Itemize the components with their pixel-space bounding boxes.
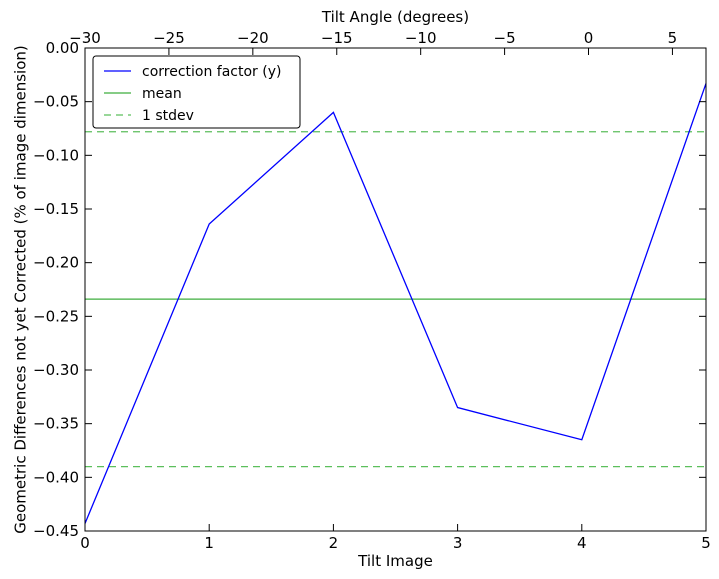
y-tick-label: −0.15 (33, 200, 79, 218)
x-tick-label: 1 (204, 534, 214, 552)
top-tick-label: −5 (494, 29, 516, 47)
x-tick-label: 3 (453, 534, 463, 552)
top-tick-label: −15 (321, 29, 353, 47)
y-tick-label: −0.20 (33, 254, 79, 272)
legend-label-mean: mean (142, 86, 182, 102)
x-tick-label: 0 (80, 534, 90, 552)
y-tick-label: −0.45 (33, 522, 79, 540)
y-tick-label: −0.35 (33, 415, 79, 433)
top-tick-label: −25 (153, 29, 185, 47)
y-tick-label: −0.10 (33, 146, 79, 164)
y-tick-label: −0.25 (33, 307, 79, 325)
legend-label-correction-factor: correction factor (y) (142, 64, 281, 80)
top-axis-label: Tilt Angle (degrees) (321, 8, 469, 26)
legend: correction factor (y) mean 1 stdev (92, 55, 301, 129)
y-tick-label: −0.40 (33, 468, 79, 486)
legend-label-stdev: 1 stdev (142, 108, 194, 124)
x-tick-label: 5 (701, 534, 711, 552)
axis-ticks (84, 47, 707, 532)
tick-labels: 0 1 2 3 4 5 −30 −25 −20 −15 −10 −5 0 5 0.00 −0.05 −0.10 −… (33, 29, 711, 552)
x-tick-label: 2 (329, 534, 339, 552)
top-tick-label: −10 (405, 29, 437, 47)
x-axis-label: Tilt Image (357, 552, 433, 570)
top-tick-label: 5 (668, 29, 678, 47)
y-axis-label: Geometric Differences not yet Corrected … (11, 45, 29, 534)
top-tick-label: −30 (69, 29, 101, 47)
series-line-correction-factor (84, 83, 707, 524)
plot-frame (84, 47, 707, 532)
top-tick-label: −20 (237, 29, 269, 47)
x-tick-label: 4 (577, 534, 587, 552)
y-tick-label: −0.30 (33, 361, 79, 379)
y-tick-label: 0.00 (46, 39, 79, 57)
reference-lines (85, 131, 706, 468)
y-tick-label: −0.05 (33, 93, 79, 111)
series-group (84, 83, 707, 524)
top-tick-label: 0 (584, 29, 594, 47)
legend-box (92, 55, 301, 129)
